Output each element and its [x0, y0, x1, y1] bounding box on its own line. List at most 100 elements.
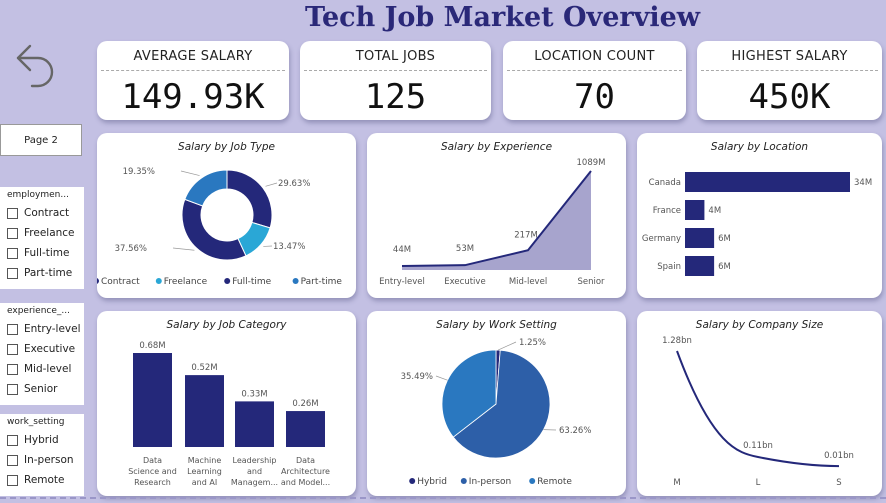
kpi-highest-salary: HIGHEST SALARY 450K: [697, 41, 882, 120]
x-tick-label: Research: [134, 478, 171, 487]
chart-title: Salary by Work Setting: [436, 319, 557, 331]
slicer-option[interactable]: Contract: [7, 203, 84, 223]
data-label: 0.01bn: [824, 451, 854, 461]
donut-slice-contract: [226, 169, 273, 229]
checkbox-icon[interactable]: [7, 474, 18, 486]
slicer-title: experience_...: [7, 306, 70, 316]
x-tick-label: Executive: [444, 277, 485, 287]
slicer-option-label: Remote: [24, 474, 65, 486]
data-label: 0.26M: [292, 399, 318, 409]
bar-france: [685, 200, 705, 220]
checkbox-icon[interactable]: [7, 207, 18, 219]
checkbox-icon[interactable]: [7, 267, 18, 279]
checkbox-icon[interactable]: [7, 247, 18, 259]
chart-title: Salary by Job Category: [166, 319, 287, 331]
y-tick-label: Canada: [649, 178, 681, 188]
slicer-option[interactable]: Freelance: [7, 223, 84, 243]
data-label: 63.26%: [559, 426, 591, 436]
data-label: 0.68M: [139, 341, 165, 351]
donut-slice-full-time: [181, 198, 247, 261]
chart-salary-by-company-size[interactable]: Salary by Company Size 1.28bn M 0.11bn L 0.0…: [637, 311, 882, 496]
slicer-option[interactable]: Senior: [7, 379, 84, 399]
slicer-option[interactable]: Part-time: [7, 263, 84, 283]
kpi-label: AVERAGE SALARY: [133, 49, 253, 64]
chart-salary-by-experience[interactable]: Salary by Experience 44M Entry-level 53M Ex…: [367, 133, 626, 298]
slicer-option-label: Mid-level: [24, 363, 72, 375]
chart-salary-by-job-type[interactable]: Salary by Job Type 29.63% 13.47% 37.56% 19.…: [97, 133, 356, 298]
kpi-value: 70: [574, 77, 615, 117]
series-line: [676, 350, 840, 468]
x-tick-label: Science and: [128, 467, 177, 476]
data-label: 1.28bn: [662, 336, 692, 346]
slicer-title: employmen...: [7, 190, 69, 200]
slicer-experience[interactable]: experience_... Entry-level Executive Mid-le…: [0, 303, 84, 405]
kpi-average-salary: AVERAGE SALARY 149.93K: [97, 41, 289, 120]
bar-job-category: [286, 411, 325, 447]
bar-job-category: [235, 401, 274, 447]
chart-title: Salary by Location: [710, 141, 809, 153]
bar-job-category: [185, 375, 224, 447]
checkbox-icon[interactable]: [7, 434, 18, 446]
x-tick-label: Mid-level: [509, 277, 547, 287]
slicer-option[interactable]: Hybrid: [7, 430, 84, 450]
y-tick-label: Germany: [642, 234, 681, 244]
slicer-option-label: Executive: [24, 343, 76, 355]
back-arrow-icon[interactable]: [12, 42, 58, 90]
legend-label: Remote: [537, 477, 572, 487]
legend-label: Full-time: [232, 277, 271, 287]
checkbox-icon[interactable]: [7, 383, 18, 395]
data-label: 29.63%: [278, 179, 310, 189]
data-label: 37.56%: [115, 244, 147, 254]
leader-line: [180, 170, 200, 176]
slicer-worksetting[interactable]: work_setting Hybrid In-person Remote: [0, 414, 84, 496]
leader-line: [265, 182, 278, 187]
slicer-employmen[interactable]: employmen... Contract Freelance Full-time Pa…: [0, 187, 84, 289]
x-tick-label: Machine: [188, 456, 222, 465]
chart-salary-by-location[interactable]: Salary by Location Canada 34M France 4M Germ…: [637, 133, 882, 298]
legend-label: Hybrid: [417, 477, 447, 487]
checkbox-icon[interactable]: [7, 454, 18, 466]
data-label: 6M: [718, 262, 731, 272]
legend-marker: [460, 478, 467, 484]
leader-line: [172, 247, 195, 251]
page-2-button[interactable]: Page 2: [0, 124, 82, 156]
slicer-option-label: Entry-level: [24, 323, 81, 335]
slicer-option[interactable]: Full-time: [7, 243, 84, 263]
x-tick-label: Learning: [187, 467, 222, 476]
checkbox-icon[interactable]: [7, 227, 18, 239]
legend-label: Freelance: [164, 277, 208, 287]
series-line: [401, 170, 592, 267]
x-tick-label: Data: [143, 456, 162, 465]
x-tick-label: Architecture: [281, 467, 330, 476]
slicer-option[interactable]: Mid-level: [7, 359, 84, 379]
legend-label: In-person: [469, 477, 511, 487]
checkbox-icon[interactable]: [7, 343, 18, 355]
kpi-value: 125: [364, 77, 427, 117]
x-tick-label: Data: [296, 456, 315, 465]
area-fill: [402, 171, 591, 270]
slicer-option[interactable]: Entry-level: [7, 319, 84, 339]
kpi-total-jobs: TOTAL JOBS 125: [300, 41, 491, 120]
chart-title: Salary by Job Type: [178, 141, 275, 153]
dashboard-title: Tech Job Market Overview: [304, 2, 701, 33]
slicer-option[interactable]: Remote: [7, 470, 84, 490]
checkbox-icon[interactable]: [7, 323, 18, 335]
checkbox-icon[interactable]: [7, 363, 18, 375]
kpi-label: TOTAL JOBS: [355, 49, 436, 64]
data-label: 53M: [456, 244, 474, 254]
x-tick-label: Leadership: [233, 456, 277, 465]
data-label: 4M: [708, 206, 721, 216]
data-label: 0.52M: [191, 363, 217, 373]
chart-salary-by-work-setting[interactable]: Salary by Work Setting 1.25% 63.26% 35.49%…: [367, 311, 626, 496]
slicer-option-label: Senior: [24, 383, 58, 395]
slicer-option-label: Freelance: [24, 227, 75, 239]
kpi-label: LOCATION COUNT: [534, 49, 655, 64]
slicer-option[interactable]: In-person: [7, 450, 84, 470]
chart-salary-by-job-category[interactable]: Salary by Job Category 0.68M Data Science …: [97, 311, 356, 496]
data-label: 6M: [718, 234, 731, 244]
data-label: 0.11bn: [743, 441, 773, 451]
data-label: 34M: [854, 178, 872, 188]
donut-slice-part-time: [184, 169, 228, 207]
slicer-option[interactable]: Executive: [7, 339, 84, 359]
kpi-value: 450K: [748, 77, 831, 117]
